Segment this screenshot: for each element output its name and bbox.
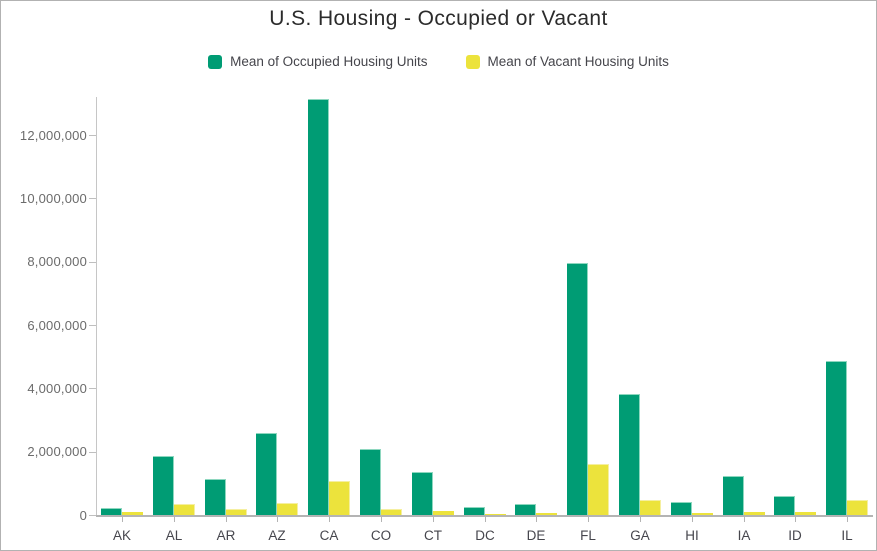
bar-occupied-HI[interactable]: [671, 502, 692, 515]
x-axis-tick: [640, 517, 641, 522]
y-axis-tick: [89, 452, 96, 453]
bar-vacant-FL[interactable]: [588, 464, 609, 515]
bar-occupied-AK[interactable]: [101, 508, 122, 515]
x-axis-tick: [329, 517, 330, 522]
bar-occupied-DC[interactable]: [464, 507, 485, 515]
y-axis-tick: [89, 262, 96, 263]
y-axis-tick-label: 4,000,000: [27, 381, 87, 396]
bar-occupied-AR[interactable]: [205, 479, 226, 515]
bar-vacant-AK[interactable]: [122, 512, 143, 515]
vacant-series-swatch-icon: [465, 55, 480, 69]
chart-title: U.S. Housing - Occupied or Vacant: [269, 7, 608, 30]
x-axis-tick: [536, 517, 537, 522]
bar-occupied-FL[interactable]: [567, 263, 588, 515]
x-axis-label: CA: [319, 528, 339, 543]
x-axis-tick: [381, 517, 382, 522]
bar-occupied-CA[interactable]: [308, 99, 329, 515]
x-axis-label: FL: [580, 528, 596, 543]
bar-vacant-GA[interactable]: [640, 500, 661, 515]
y-axis-tick-label: 6,000,000: [27, 318, 87, 333]
bar-occupied-DE[interactable]: [515, 504, 536, 515]
x-axis-label: CT: [424, 528, 442, 543]
bar-occupied-IL[interactable]: [826, 361, 847, 515]
x-axis-tick: [122, 517, 123, 522]
y-axis-tick-label: 10,000,000: [19, 191, 87, 206]
bar-vacant-IA[interactable]: [744, 512, 765, 515]
x-axis-label: AR: [216, 528, 236, 543]
bar-vacant-ID[interactable]: [795, 512, 816, 515]
legend-label-occupied: Mean of Occupied Housing Units: [230, 54, 428, 69]
x-axis-tick: [744, 517, 745, 522]
y-axis-tick: [89, 515, 96, 516]
x-axis-line: [96, 515, 873, 517]
x-axis-tick: [277, 517, 278, 522]
y-axis-line: [96, 97, 97, 515]
y-axis-tick: [89, 198, 96, 199]
legend-item-vacant[interactable]: Mean of Vacant Housing Units: [465, 54, 669, 69]
bar-vacant-CO[interactable]: [381, 509, 402, 515]
x-axis-tick: [847, 517, 848, 522]
bar-occupied-CO[interactable]: [360, 449, 381, 515]
x-axis-tick: [485, 517, 486, 522]
bar-vacant-CT[interactable]: [433, 511, 454, 515]
x-axis-label: IA: [737, 528, 751, 543]
x-axis-label: DC: [475, 528, 495, 543]
y-axis-tick: [89, 325, 96, 326]
x-axis-label: AK: [112, 528, 131, 543]
bar-vacant-IL[interactable]: [847, 500, 868, 515]
bar-vacant-DC[interactable]: [485, 514, 506, 515]
bar-occupied-AZ[interactable]: [256, 433, 277, 515]
x-axis-tick: [433, 517, 434, 522]
x-axis-tick: [588, 517, 589, 522]
y-axis-tick-label: 8,000,000: [27, 254, 87, 269]
bar-occupied-GA[interactable]: [619, 394, 640, 515]
bar-occupied-CT[interactable]: [412, 472, 433, 515]
x-axis-tick: [795, 517, 796, 522]
x-axis-label: AL: [165, 528, 183, 543]
bar-vacant-AL[interactable]: [174, 504, 195, 515]
bar-vacant-DE[interactable]: [536, 513, 557, 515]
bar-vacant-AZ[interactable]: [277, 503, 298, 515]
bar-vacant-AR[interactable]: [226, 509, 247, 515]
x-axis-label: DE: [526, 528, 546, 543]
bar-occupied-AL[interactable]: [153, 456, 174, 515]
x-axis-label: CO: [370, 528, 392, 543]
bar-occupied-ID[interactable]: [774, 496, 795, 515]
x-axis-label: ID: [788, 528, 802, 543]
x-axis-tick: [174, 517, 175, 522]
legend-item-occupied[interactable]: Mean of Occupied Housing Units: [208, 54, 428, 69]
occupied-series-swatch-icon: [208, 55, 223, 69]
x-axis-label: HI: [685, 528, 699, 543]
legend: Mean of Occupied Housing Units Mean of V…: [1, 55, 876, 69]
x-axis-label: IL: [841, 528, 853, 543]
x-axis-label: AZ: [268, 528, 286, 543]
y-axis-tick-label: 2,000,000: [27, 444, 87, 459]
bar-vacant-CA[interactable]: [329, 481, 350, 515]
legend-label-vacant: Mean of Vacant Housing Units: [487, 54, 669, 69]
bar-vacant-HI[interactable]: [692, 513, 713, 515]
x-axis-tick: [692, 517, 693, 522]
y-axis-tick: [89, 135, 96, 136]
x-axis-label: GA: [630, 528, 650, 543]
y-axis-tick-label: 0: [79, 508, 87, 523]
y-axis-tick-label: 12,000,000: [19, 128, 87, 143]
bar-occupied-IA[interactable]: [723, 476, 744, 515]
x-axis-tick: [226, 517, 227, 522]
y-axis-tick: [89, 388, 96, 389]
